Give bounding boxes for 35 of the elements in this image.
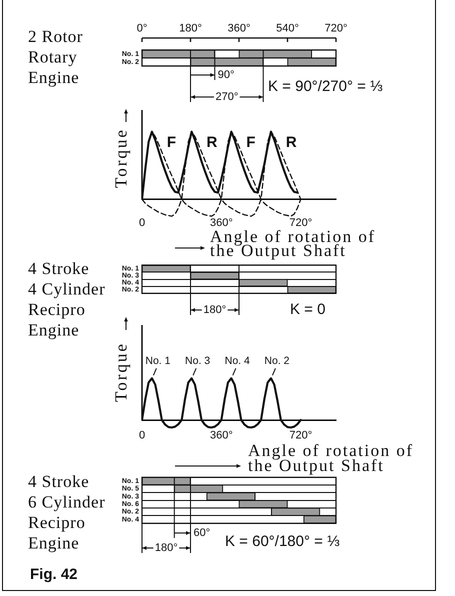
text: 60° xyxy=(194,527,210,540)
annotation: No. 1 xyxy=(145,355,171,368)
x-tick-label: 360° xyxy=(210,430,233,442)
annotation: No. 2 xyxy=(264,355,290,368)
text: K = 0 xyxy=(290,301,326,318)
chart-title: 2 Rotor Rotary Engine xyxy=(28,27,83,87)
text: 4 Stroke 4 Cylinder Recipro Engine xyxy=(28,259,106,340)
y-axis-title: Torque xyxy=(111,342,130,402)
x-tick-label: 360° xyxy=(228,22,250,34)
caption: Fig. 42 xyxy=(30,566,78,584)
text: F xyxy=(246,134,256,152)
series-label: F xyxy=(166,134,176,152)
x-tick-label: 540° xyxy=(276,22,299,34)
y-axis-title: Torque xyxy=(111,128,130,188)
annotation: No. 3 xyxy=(185,355,210,368)
text: 180° xyxy=(154,542,178,554)
text: 270° xyxy=(215,91,238,104)
x-axis-title: Angle of rotation of the Output Shaft xyxy=(248,441,414,475)
x-tick-label: 720° xyxy=(289,430,312,442)
x-tick-label: 360° xyxy=(210,216,233,229)
x-tick-label: 180° xyxy=(179,22,202,34)
x-tick-label: 0 xyxy=(138,430,146,442)
x-axis-title: Angle of rotation of the Output Shaft xyxy=(210,227,376,260)
text: 90° xyxy=(218,69,234,82)
x-tick-label: 720° xyxy=(289,216,312,229)
annotation: No. 4 xyxy=(224,355,250,368)
x-tick-label: 0° xyxy=(136,22,148,34)
text: K = 60°/180° = ⅓ xyxy=(225,533,340,550)
text: 4 Stroke 6 Cylinder Recipro Engine xyxy=(28,472,106,552)
text: K = 90°/270° = ⅓ xyxy=(268,78,384,96)
text: 180° xyxy=(203,304,226,316)
x-tick-label: 0 xyxy=(138,216,146,229)
series-label: R xyxy=(286,134,297,152)
text: R xyxy=(206,134,218,152)
x-tick-label: 720° xyxy=(324,22,348,34)
